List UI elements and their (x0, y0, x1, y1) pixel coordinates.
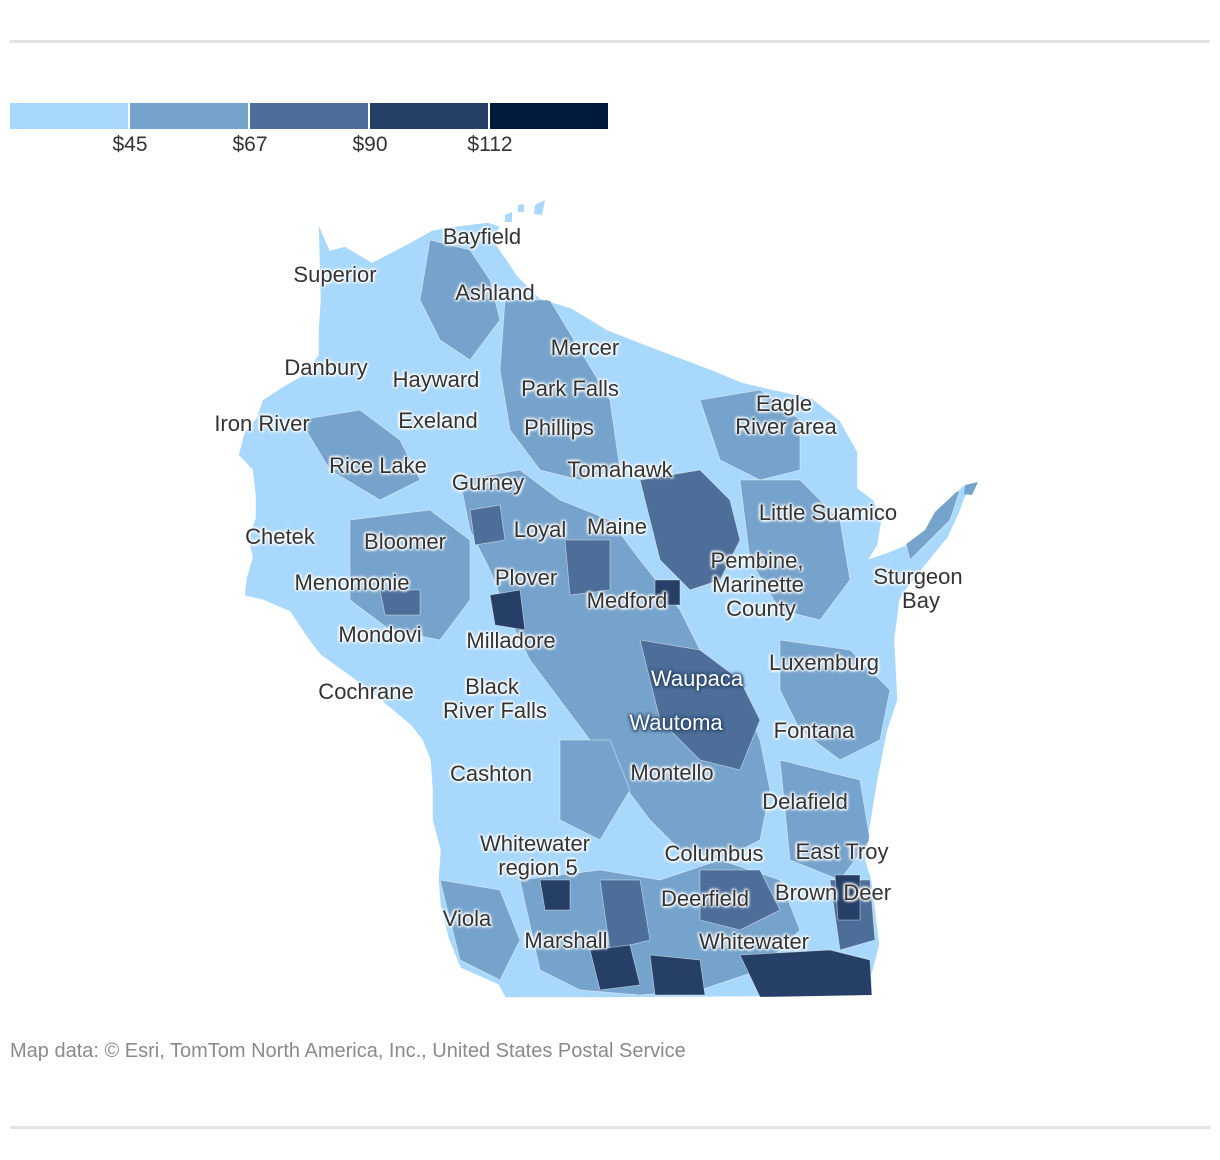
label-tomahawk: Tomahawk (567, 457, 673, 482)
zone-dark (639, 469, 741, 591)
zone-mid (739, 479, 851, 621)
label-medford: Medford (586, 588, 668, 613)
zone-darkest (739, 949, 873, 998)
color-legend: $45 $67 $90 $112 (10, 103, 610, 163)
label-viola: Viola (442, 906, 492, 931)
zone-darkest (654, 579, 681, 606)
legend-bin-2 (130, 103, 248, 129)
label-sturgeon-bay-1: Sturgeon (873, 564, 963, 589)
bottom-divider (10, 1126, 1210, 1129)
label-maine: Maine (587, 514, 647, 539)
island (964, 482, 978, 495)
label-pembine-3: County (726, 596, 796, 621)
zone-darkest (489, 589, 526, 631)
zone-dark (379, 589, 421, 616)
label-whitewater-region-2: region 5 (498, 855, 578, 880)
label-eagle-river-1: Eagle (755, 391, 813, 416)
island (518, 204, 524, 212)
legend-bin-4 (370, 103, 488, 129)
label-delafield: Delafield (762, 789, 848, 814)
label-mercer: Mercer (550, 335, 620, 360)
label-rice-lake: Rice Lake (329, 453, 427, 478)
zone-darkest (539, 879, 571, 911)
label-whitewater: Whitewater (698, 929, 810, 954)
label-luxemburg: Luxemburg (768, 650, 880, 675)
label-montello: Montello (630, 760, 714, 785)
label-columbus: Columbus (664, 841, 764, 866)
legend-bin-1 (10, 103, 128, 129)
zone-dark (564, 539, 611, 596)
zone-mid (439, 879, 521, 981)
zone-mid (559, 739, 631, 841)
label-marshall: Marshall (524, 928, 608, 953)
label-east-troy: East Troy (795, 839, 889, 864)
label-fontana: Fontana (773, 718, 855, 743)
zone-mid (299, 409, 421, 501)
label-black-river-falls-2: River Falls (443, 698, 547, 723)
label-chetek: Chetek (245, 524, 315, 549)
label-phillips: Phillips (524, 415, 594, 440)
zone-darkest (649, 954, 706, 996)
map-shapes (237, 200, 981, 999)
label-milladore: Milladore (466, 628, 556, 653)
label-superior: Superior (293, 262, 377, 287)
map-credit: Map data: © Esri, TomTom North America, … (10, 1040, 686, 1062)
island (534, 200, 545, 215)
zone-dark (469, 504, 506, 546)
zone-mid (419, 239, 501, 361)
label-gurney: Gurney (451, 470, 525, 495)
label-bloomer: Bloomer (364, 529, 446, 554)
top-divider (10, 40, 1210, 43)
label-whitewater-region-1: Whitewater (479, 831, 591, 856)
label-danbury: Danbury (284, 355, 368, 380)
label-exeland: Exeland (398, 408, 478, 433)
legend-tick-112: $112 (467, 133, 513, 156)
label-deerfield: Deerfield (660, 886, 750, 911)
label-wautoma: Wautoma (629, 710, 723, 735)
label-iron-river: Iron River (214, 411, 310, 436)
legend-tick-67: $67 (232, 133, 268, 156)
label-park-falls: Park Falls (521, 376, 619, 401)
label-pembine-2: Marinette (712, 572, 804, 597)
label-loyal: Loyal (513, 517, 567, 542)
legend-bin-5 (490, 103, 608, 129)
label-bayfield: Bayfield (442, 224, 522, 249)
zone-mid (779, 639, 891, 761)
label-menomonie: Menomonie (294, 570, 410, 595)
zone-dark (639, 639, 761, 771)
zone-mid (459, 469, 771, 861)
wisconsin-map: Bayfield Superior Ashland Mercer Danbury… (0, 190, 1220, 1020)
label-cochrane: Cochrane (318, 679, 414, 704)
zone-dark (699, 869, 781, 931)
label-waupaca: Waupaca (650, 666, 744, 691)
label-ashland: Ashland (455, 280, 535, 305)
zone-mid (499, 299, 621, 481)
legend-bin-3 (250, 103, 368, 129)
zone-darkest (834, 874, 861, 921)
zone-mid (699, 389, 801, 481)
label-pembine-1: Pembine, (710, 548, 804, 573)
label-sturgeon-bay-2: Bay (902, 588, 940, 613)
zone-mid (779, 759, 871, 881)
label-black-river-falls-1: Black (465, 674, 519, 699)
island (505, 212, 512, 222)
label-brown-deer: Brown Deer (774, 880, 892, 905)
label-hayward: Hayward (392, 367, 480, 392)
zone-dark (599, 879, 651, 951)
label-plover: Plover (494, 565, 558, 590)
label-mondovi: Mondovi (338, 622, 422, 647)
label-eagle-river-2: River area (735, 414, 837, 439)
label-little-suamico: Little Suamico (758, 500, 898, 525)
legend-tick-45: $45 (112, 133, 148, 156)
label-cashton: Cashton (450, 761, 532, 786)
legend-tick-90: $90 (352, 133, 388, 156)
zone-darkest (589, 944, 641, 991)
zone-mid (349, 509, 471, 641)
